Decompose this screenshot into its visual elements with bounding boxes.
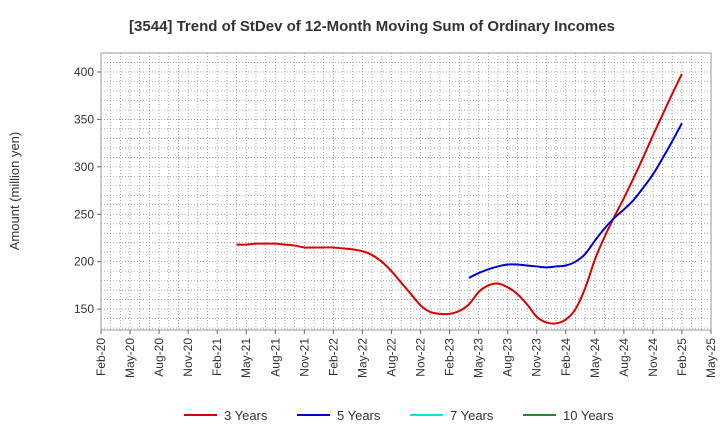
x-tick-label: Feb-23 [443, 338, 457, 376]
series-line-3-years [236, 73, 683, 325]
x-tick-label: Feb-21 [210, 338, 224, 376]
x-tick-label: Feb-20 [94, 338, 108, 376]
x-tick-label: Feb-22 [326, 338, 340, 376]
y-axis: 150 200 250 300 350 400 [74, 65, 101, 316]
y-tick-label: 250 [74, 207, 94, 221]
x-tick-label: May-23 [472, 338, 486, 378]
grid [100, 52, 712, 330]
y-axis-label: Amount (million yen) [7, 132, 22, 251]
x-tick-label: Aug-20 [152, 338, 166, 377]
x-tick-label: Aug-21 [268, 338, 282, 377]
x-tick-label: Nov-24 [646, 338, 660, 377]
x-tick-label: Nov-20 [181, 338, 195, 377]
y-tick-label: 350 [74, 112, 94, 126]
legend-label-7-years: 7 Years [450, 408, 494, 423]
x-tick-label: May-20 [123, 338, 137, 378]
x-tick-label: Nov-21 [297, 338, 311, 377]
x-tick-label: Nov-22 [414, 338, 428, 377]
y-tick-label: 400 [74, 65, 94, 79]
plot-area-border [100, 52, 712, 331]
x-tick-label: Aug-24 [617, 338, 631, 377]
x-tick-label: May-21 [239, 338, 253, 378]
x-tick-label: Aug-23 [501, 338, 515, 377]
x-tick-label: Nov-23 [530, 338, 544, 377]
x-tick-label: May-24 [588, 338, 602, 378]
legend-label-10-years: 10 Years [563, 408, 614, 423]
x-tick-label: Feb-25 [675, 338, 689, 376]
series-line-5-years [468, 122, 683, 279]
x-tick-label: Aug-22 [384, 338, 398, 377]
x-tick-label: Feb-24 [559, 338, 573, 376]
x-axis: Feb-20 May-20 Aug-20 Nov-20 Feb-21 May-21 Aug-… [94, 330, 718, 378]
y-tick-label: 200 [74, 255, 94, 269]
y-tick-label: 300 [74, 160, 94, 174]
y-tick-label: 150 [74, 302, 94, 316]
legend: 3 Years 5 Years 7 Years 10 Years [184, 408, 614, 423]
series-lines [236, 73, 683, 325]
legend-label-3-years: 3 Years [224, 408, 268, 423]
chart-title: [3544] Trend of StDev of 12-Month Moving… [129, 18, 615, 35]
legend-label-5-years: 5 Years [337, 408, 381, 423]
x-tick-label: May-22 [355, 338, 369, 378]
x-tick-label: May-25 [704, 338, 718, 378]
